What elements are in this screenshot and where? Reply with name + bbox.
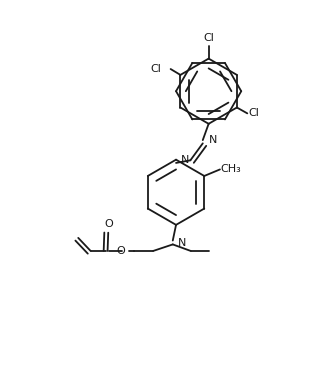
Text: O: O <box>105 219 113 229</box>
Text: O: O <box>117 246 126 256</box>
Text: Cl: Cl <box>203 33 214 43</box>
Text: N: N <box>180 155 189 165</box>
Text: Cl: Cl <box>249 108 259 118</box>
Text: N: N <box>209 135 217 145</box>
Text: N: N <box>178 239 186 248</box>
Text: CH₃: CH₃ <box>221 164 241 174</box>
Text: Cl: Cl <box>150 64 161 74</box>
